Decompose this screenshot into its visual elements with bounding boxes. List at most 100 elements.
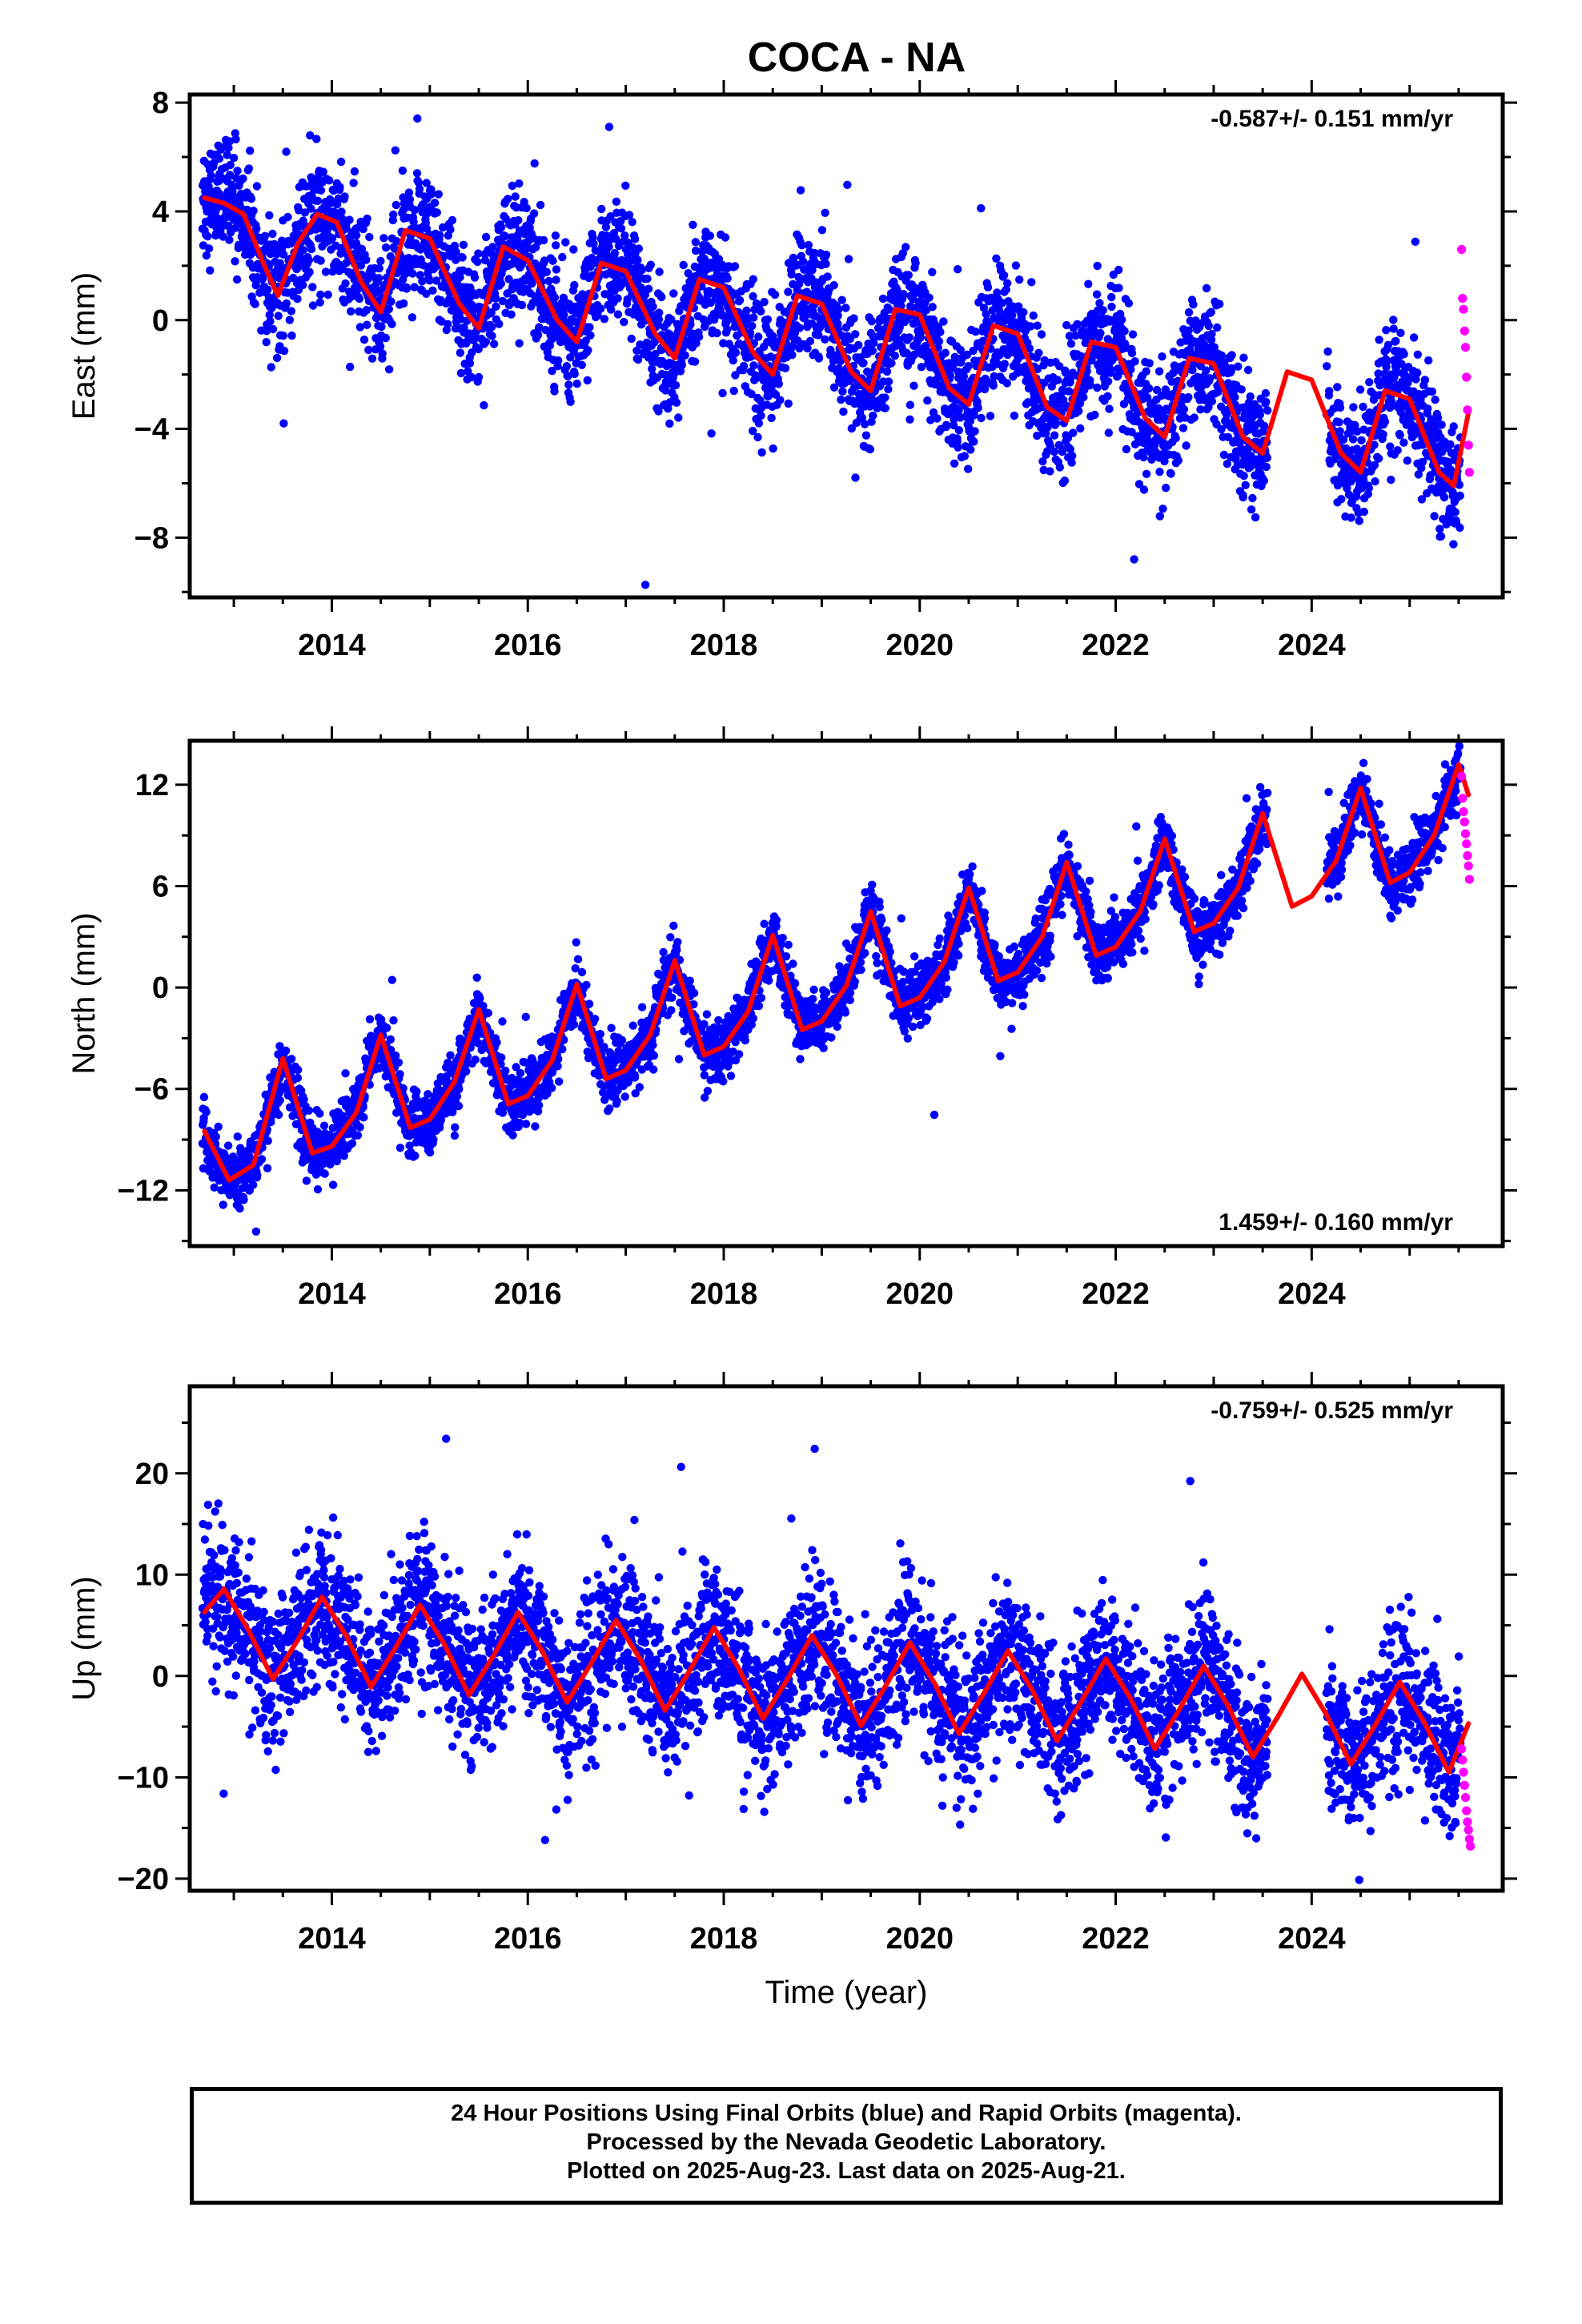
east-final-point: [570, 302, 580, 312]
east-final-point: [817, 226, 827, 235]
east-final-point: [977, 413, 986, 423]
north-final-point: [211, 1132, 220, 1141]
east-final-point: [464, 367, 472, 376]
east-final-point: [300, 208, 310, 217]
east-final-point: [1142, 367, 1150, 376]
east-final-point: [1325, 387, 1334, 396]
east-final-point: [829, 281, 838, 290]
east-rapid-point: [1457, 244, 1467, 255]
east-final-point: [909, 381, 918, 390]
east-final-point: [1262, 462, 1271, 472]
east-final-point: [1178, 424, 1188, 432]
east-final-point: [341, 279, 350, 288]
east-final-point: [1375, 336, 1383, 344]
east-final-point: [1359, 507, 1369, 517]
east-final-point: [1431, 396, 1439, 404]
east-final-point: [544, 276, 553, 286]
east-final-point: [1380, 417, 1390, 426]
east-final-point: [313, 196, 323, 205]
north-final-point: [302, 1176, 311, 1185]
east-final-point: [1179, 405, 1189, 414]
east-final-point: [204, 244, 214, 253]
east-final-point: [535, 323, 544, 332]
east-final-point: [1435, 525, 1444, 533]
east-final-point: [293, 295, 302, 304]
north-final-point: [293, 1073, 303, 1083]
east-final-point: [1413, 350, 1423, 359]
east-final-point: [627, 334, 636, 344]
north-final-point: [263, 1164, 272, 1173]
east-final-point: [1449, 422, 1458, 431]
east-final-point: [821, 208, 829, 217]
east-final-point: [335, 183, 344, 191]
east-final-point: [907, 303, 916, 312]
east-final-point: [705, 231, 715, 240]
north-final-point: [233, 1132, 242, 1141]
east-final-point: [797, 241, 806, 250]
east-final-point: [375, 263, 383, 273]
east-final-point: [299, 280, 307, 290]
east-final-point: [316, 290, 325, 300]
east-final-point: [977, 203, 986, 213]
east-final-point: [905, 400, 915, 409]
east-rapid-point: [1463, 405, 1472, 415]
east-final-point: [739, 361, 749, 371]
east-final-point: [851, 473, 860, 482]
east-final-point: [1364, 484, 1374, 493]
east-final-point: [362, 255, 371, 264]
north-final-point: [319, 1121, 329, 1130]
east-final-point: [1075, 399, 1085, 408]
east-final-point: [1347, 513, 1355, 522]
east-final-point: [487, 308, 496, 317]
east-final-point: [869, 411, 877, 420]
east-final-point: [959, 372, 969, 381]
east-final-point: [364, 345, 373, 355]
east-final-point: [1158, 505, 1167, 513]
east-final-point: [1196, 405, 1205, 414]
east-final-point: [648, 364, 656, 373]
east-final-point: [767, 413, 776, 423]
east-final-point: [1379, 430, 1387, 439]
east-final-point: [962, 350, 972, 360]
east-final-point: [1262, 397, 1271, 406]
east-final-point: [500, 231, 510, 241]
east-final-point: [1008, 311, 1017, 320]
east-final-point: [613, 294, 622, 303]
east-final-point: [873, 404, 881, 412]
east-final-point: [1239, 472, 1248, 480]
east-final-point: [399, 205, 408, 215]
east-final-point: [415, 184, 424, 194]
east-final-point: [321, 267, 331, 276]
east-final-point: [492, 302, 500, 311]
east-final-point: [950, 459, 959, 468]
east-final-point: [379, 234, 388, 243]
east-final-point: [667, 315, 676, 324]
east-final-point: [1355, 385, 1365, 394]
east-final-point: [1029, 311, 1038, 320]
east-final-point: [402, 284, 412, 293]
east-final-point: [202, 251, 211, 260]
east-final-point: [356, 261, 366, 270]
east-final-point: [542, 267, 551, 276]
east-final-point: [1046, 467, 1054, 476]
east-final-point: [566, 397, 575, 406]
east-final-point: [1104, 428, 1114, 437]
east-final-point: [973, 397, 982, 406]
east-final-point: [671, 380, 681, 390]
east-final-point: [1456, 523, 1464, 533]
east-final-point: [1139, 485, 1149, 494]
east-final-point: [404, 254, 413, 263]
east-final-point: [282, 147, 291, 156]
east-final-point: [861, 431, 871, 440]
east-final-point: [665, 419, 674, 428]
east-final-point: [925, 293, 934, 302]
east-final-point: [384, 304, 393, 314]
east-final-point: [552, 241, 560, 250]
east-final-point: [749, 426, 757, 436]
east-final-point: [1158, 352, 1166, 361]
east-final-point: [347, 307, 355, 316]
east-final-point: [805, 336, 815, 346]
east-final-point: [203, 232, 212, 241]
east-final-point: [539, 235, 548, 245]
